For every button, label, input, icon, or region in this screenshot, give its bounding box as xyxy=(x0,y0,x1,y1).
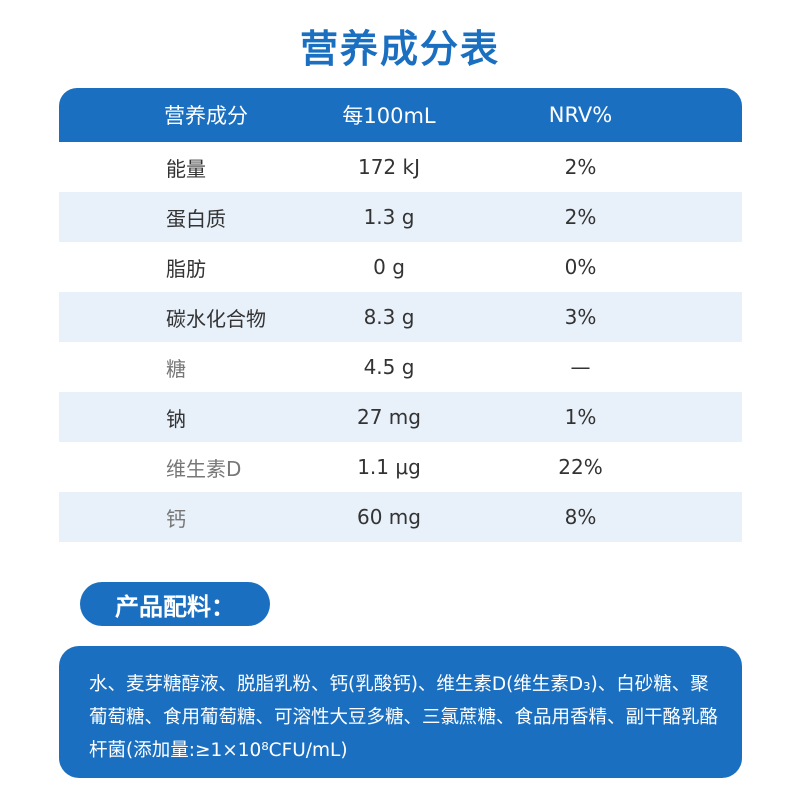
table-row: 糖 4.5 g — xyxy=(59,342,742,392)
nrv-value: 3% xyxy=(564,305,597,329)
nrv-value: 22% xyxy=(558,455,603,479)
nutrient-name: 脂肪 xyxy=(166,256,206,281)
page-title: 营养成分表 xyxy=(299,27,500,71)
nrv-value: — xyxy=(570,355,591,379)
header-nutrient: 营养成分 xyxy=(164,104,248,128)
table-row: 脂肪 0 g 0% xyxy=(59,242,742,292)
nutrient-name: 碳水化合物 xyxy=(166,306,266,331)
nutrient-name: 钠 xyxy=(166,406,186,431)
table-row: 钠 27 mg 1% xyxy=(59,392,742,442)
ingredients-label: 产品配料： xyxy=(80,582,270,626)
nutrient-name: 能量 xyxy=(166,156,206,181)
nutrient-name: 蛋白质 xyxy=(166,206,226,231)
amount-value: 0 g xyxy=(373,255,405,279)
amount-value: 60 mg xyxy=(357,505,421,529)
nrv-value: 0% xyxy=(564,255,597,279)
ingredients-text: 水、麦芽糖醇液、脱脂乳粉、钙(乳酸钙)、维生素D(维生素D₃)、白砂糖、聚葡萄糖… xyxy=(59,646,742,778)
nrv-value: 2% xyxy=(564,205,597,229)
nutrition-table: 营养成分 每100mL NRV% 能量 172 kJ 2% 蛋白质 1.3 g 2% 脂肪 0… xyxy=(59,88,742,542)
table-header: 营养成分 每100mL NRV% xyxy=(59,88,742,142)
header-per-100ml: 每100mL xyxy=(342,104,436,128)
nutrient-name: 维生素D xyxy=(166,456,242,481)
nrv-value: 2% xyxy=(564,155,597,179)
nutrient-name: 钙 xyxy=(166,506,186,531)
amount-value: 1.1 μg xyxy=(357,455,421,479)
nutrient-name: 糖 xyxy=(166,356,186,381)
table-row: 蛋白质 1.3 g 2% xyxy=(59,192,742,242)
table-row: 碳水化合物 8.3 g 3% xyxy=(59,292,742,342)
nrv-value: 1% xyxy=(564,405,597,429)
table-row: 维生素D 1.1 μg 22% xyxy=(59,442,742,492)
amount-value: 172 kJ xyxy=(357,155,420,179)
table-row: 能量 172 kJ 2% xyxy=(59,142,742,192)
amount-value: 8.3 g xyxy=(363,305,415,329)
amount-value: 27 mg xyxy=(357,405,421,429)
table-row: 钙 60 mg 8% xyxy=(59,492,742,542)
header-nrv: NRV% xyxy=(548,103,613,127)
nrv-value: 8% xyxy=(564,505,597,529)
amount-value: 4.5 g xyxy=(363,355,415,379)
amount-value: 1.3 g xyxy=(363,205,415,229)
